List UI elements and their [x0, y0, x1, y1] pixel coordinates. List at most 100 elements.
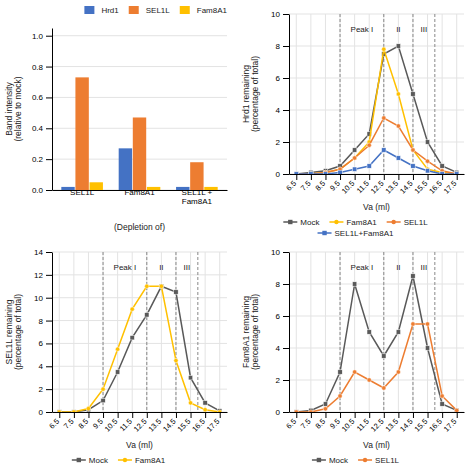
tick: 10	[271, 248, 289, 257]
text-line: SEL1L +	[182, 188, 213, 197]
tick-mark	[118, 412, 119, 418]
tick-label: 16.5	[427, 179, 444, 196]
line	[59, 286, 219, 412]
point	[411, 164, 415, 168]
point	[309, 172, 313, 174]
grid-line	[310, 14, 311, 174]
tick-mark	[340, 174, 341, 180]
point	[425, 140, 429, 144]
tick-mark	[442, 412, 443, 418]
grid-line	[289, 380, 464, 381]
tick-label: 10	[271, 10, 280, 19]
point	[352, 156, 356, 160]
legend-label: SEL1L	[146, 6, 171, 15]
point	[338, 370, 342, 374]
point	[57, 410, 61, 412]
tick: 16.5	[427, 174, 444, 196]
point	[382, 47, 386, 51]
tick-label: 14.5	[398, 179, 415, 196]
line-series	[57, 284, 222, 412]
tick-label: 13.5	[146, 417, 163, 434]
tick-label: 14	[34, 248, 43, 257]
tick: 6	[276, 74, 289, 83]
tick: 0	[276, 408, 289, 417]
line	[296, 118, 456, 174]
legend-swatch	[129, 6, 139, 14]
point	[188, 376, 192, 380]
point	[86, 406, 90, 410]
legend-marker	[288, 220, 292, 224]
y-axis: 0246810	[271, 10, 289, 179]
tick-label: 12.5	[369, 417, 386, 434]
plot-area	[57, 252, 222, 412]
tick-label: 6	[276, 74, 281, 83]
tick-mark	[457, 412, 458, 418]
tick-mark	[355, 412, 356, 418]
tick-mark	[296, 174, 297, 180]
legend-label: Fam8A1	[346, 218, 377, 227]
tick: 8.5	[313, 174, 327, 193]
reference-lines	[103, 252, 198, 412]
tick-label: 10	[271, 248, 280, 257]
tick: 8	[276, 42, 289, 51]
point	[188, 401, 192, 405]
legend-item: SEL1L+Fam8A1	[318, 229, 394, 238]
tick: 10.5	[103, 412, 120, 434]
annotation: III	[184, 263, 191, 272]
tick-mark	[46, 128, 52, 129]
tick: Fam8A1	[124, 188, 155, 197]
bar	[133, 117, 146, 190]
tick-mark	[283, 46, 289, 47]
tick-mark	[369, 174, 370, 180]
tick-mark	[428, 412, 429, 418]
point	[425, 159, 429, 163]
x-axis-title: Va (ml)	[126, 440, 153, 450]
legend-marker	[77, 458, 81, 462]
y-axis: 0246810	[271, 248, 289, 417]
tick-mark	[413, 174, 414, 180]
legend-label: SEL1L	[375, 456, 400, 465]
legend: Mock SEL1L	[312, 456, 400, 465]
legend-label: Hrd1	[101, 6, 119, 15]
point	[309, 172, 313, 174]
y-axis: 0.00.20.40.60.81.0	[32, 29, 53, 196]
point	[174, 290, 178, 294]
tick: 17.5	[205, 412, 222, 434]
tick-mark	[283, 78, 289, 79]
point	[440, 172, 444, 174]
annotation: Peak I	[114, 263, 137, 272]
legend-marker	[123, 458, 127, 462]
tick-mark	[384, 174, 385, 180]
point	[396, 124, 400, 128]
tick-label: 10.5	[340, 417, 357, 434]
grid-line	[289, 14, 464, 15]
tick-label: 16.5	[427, 417, 444, 434]
grid-line	[219, 252, 220, 412]
legend-label: Mock	[300, 218, 320, 227]
grid-line	[52, 343, 227, 344]
line-series	[294, 322, 459, 412]
axis-line	[290, 174, 465, 175]
tick-label: 8.5	[76, 417, 90, 431]
text-line: (percentage of total)	[250, 294, 260, 370]
tick-mark	[46, 159, 52, 160]
tick-label: 12.5	[369, 179, 386, 196]
legend-swatch	[84, 6, 94, 14]
tick-mark	[88, 412, 89, 418]
tick: 4	[276, 106, 289, 115]
grid	[52, 252, 227, 412]
tick: SEL1L	[70, 188, 95, 197]
tick-mark	[283, 142, 289, 143]
annotation: II	[159, 263, 163, 272]
grid-line	[289, 46, 464, 47]
y-axis-title: Band intensity(relative to mock)	[4, 76, 23, 141]
tick-mark	[46, 36, 52, 37]
line	[296, 46, 456, 174]
point	[396, 330, 400, 334]
point	[396, 44, 400, 48]
grid-line	[205, 252, 206, 412]
tick-mark	[384, 412, 385, 418]
tick: 8	[39, 317, 52, 326]
legend-label: Mock	[329, 456, 349, 465]
annotation: III	[421, 263, 428, 272]
